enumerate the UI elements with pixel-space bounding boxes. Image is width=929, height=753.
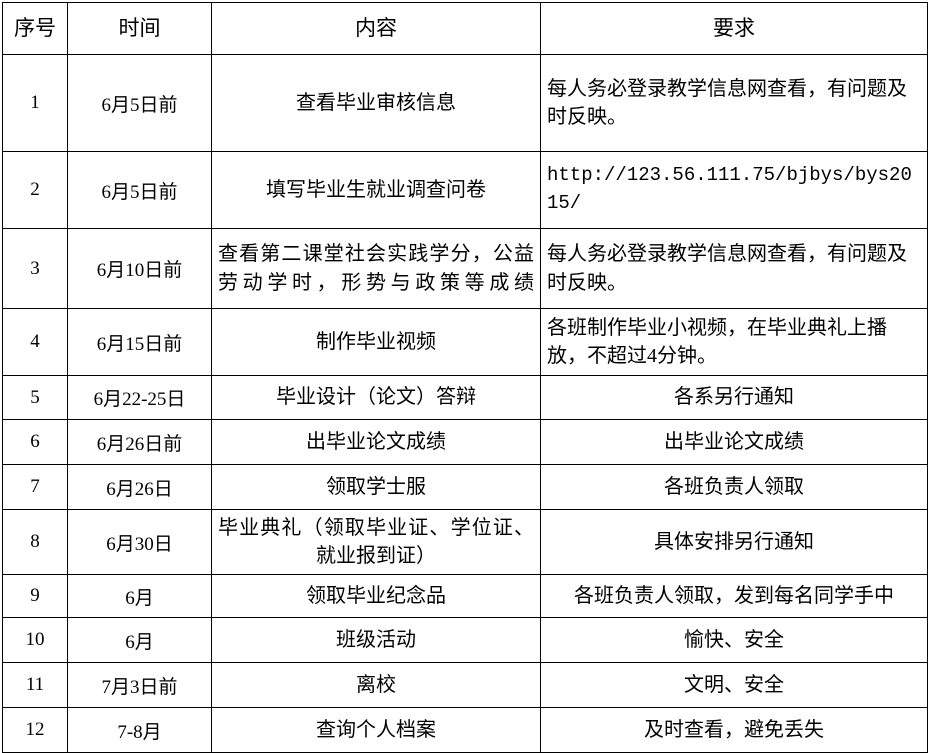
cell-request-url[interactable]: http://123.56.111.75/bjbys/bys2015/	[540, 151, 928, 229]
cell-request: 各班制作毕业小视频，在毕业典礼上播放，不超过4分钟。	[540, 308, 928, 376]
cell-sequence-number: 2	[2, 151, 68, 229]
cell-sequence-number: 9	[2, 574, 68, 618]
cell-content: 领取学士服	[211, 464, 541, 510]
table-header-row: 序号 时间 内容 要求	[2, 2, 928, 55]
column-header-time: 时间	[67, 2, 212, 55]
cell-sequence-number: 8	[2, 509, 68, 575]
cell-request: 文明、安全	[540, 662, 928, 708]
cell-request: 愉快、安全	[540, 617, 928, 663]
cell-time: 6月5日前	[67, 151, 212, 229]
cell-time: 6月26日前	[67, 419, 212, 465]
cell-time: 6月15日前	[67, 308, 212, 376]
cell-sequence-number: 10	[2, 617, 68, 663]
table-row: 6 6月26日前 出毕业论文成绩 出毕业论文成绩	[2, 419, 928, 465]
cell-content: 填写毕业生就业调查问卷	[211, 151, 541, 229]
cell-time: 7-8月	[67, 707, 212, 753]
cell-content: 毕业典礼（领取毕业证、学位证、就业报到证）	[211, 509, 541, 575]
table-row: 11 7月3日前 离校 文明、安全	[2, 662, 928, 708]
cell-time: 6月22-25日	[67, 375, 212, 420]
table-row: 9 6月 领取毕业纪念品 各班负责人领取，发到每名同学手中	[2, 574, 928, 618]
cell-request: 每人务必登录教学信息网查看，有问题及时反映。	[540, 54, 928, 152]
table-row: 7 6月26日 领取学士服 各班负责人领取	[2, 464, 928, 510]
cell-content: 出毕业论文成绩	[211, 419, 541, 465]
table-body: 1 6月5日前 查看毕业审核信息 每人务必登录教学信息网查看，有问题及时反映。 2 6月5…	[2, 54, 928, 753]
cell-request: 及时查看，避免丢失	[540, 707, 928, 753]
table-row: 8 6月30日 毕业典礼（领取毕业证、学位证、就业报到证） 具体安排另行通知	[2, 509, 928, 575]
cell-content: 查看毕业审核信息	[211, 54, 541, 152]
cell-sequence-number: 12	[2, 707, 68, 753]
cell-content: 毕业设计（论文）答辩	[211, 375, 541, 420]
column-header-content: 内容	[211, 2, 541, 55]
cell-time: 6月10日前	[67, 228, 212, 309]
table-row: 5 6月22-25日 毕业设计（论文）答辩 各系另行通知	[2, 375, 928, 420]
table-row: 10 6月 班级活动 愉快、安全	[2, 617, 928, 663]
cell-request: 具体安排另行通知	[540, 509, 928, 575]
cell-time: 6月26日	[67, 464, 212, 510]
cell-time: 7月3日前	[67, 662, 212, 708]
column-header-request: 要求	[540, 2, 928, 55]
cell-sequence-number: 7	[2, 464, 68, 510]
cell-sequence-number: 4	[2, 308, 68, 376]
cell-request: 各班负责人领取，发到每名同学手中	[540, 574, 928, 618]
cell-request: 每人务必登录教学信息网查看，有问题及时反映。	[540, 228, 928, 309]
cell-content: 班级活动	[211, 617, 541, 663]
cell-request: 出毕业论文成绩	[540, 419, 928, 465]
cell-sequence-number: 1	[2, 54, 68, 152]
cell-content: 制作毕业视频	[211, 308, 541, 376]
cell-sequence-number: 5	[2, 375, 68, 420]
table-row: 1 6月5日前 查看毕业审核信息 每人务必登录教学信息网查看，有问题及时反映。	[2, 54, 928, 152]
cell-time: 6月	[67, 574, 212, 618]
cell-content: 领取毕业纪念品	[211, 574, 541, 618]
cell-content: 查看第二课堂社会实践学分，公益劳动学时，形势与政策等成绩	[211, 228, 541, 309]
table-row: 2 6月5日前 填写毕业生就业调查问卷 http://123.56.111.75/bj…	[2, 151, 928, 229]
cell-sequence-number: 3	[2, 228, 68, 309]
cell-time: 6月5日前	[67, 54, 212, 152]
cell-sequence-number: 6	[2, 419, 68, 465]
cell-request: 各系另行通知	[540, 375, 928, 420]
table-row: 4 6月15日前 制作毕业视频 各班制作毕业小视频，在毕业典礼上播放，不超过4分钟。	[2, 308, 928, 376]
cell-content: 查询个人档案	[211, 707, 541, 753]
cell-time: 6月30日	[67, 509, 212, 575]
cell-sequence-number: 11	[2, 662, 68, 708]
column-header-seq: 序号	[2, 2, 68, 55]
cell-request: 各班负责人领取	[540, 464, 928, 510]
cell-time: 6月	[67, 617, 212, 663]
table-row: 3 6月10日前 查看第二课堂社会实践学分，公益劳动学时，形势与政策等成绩 每人务必登…	[2, 228, 928, 309]
cell-content: 离校	[211, 662, 541, 708]
table-row: 12 7-8月 查询个人档案 及时查看，避免丢失	[2, 707, 928, 753]
